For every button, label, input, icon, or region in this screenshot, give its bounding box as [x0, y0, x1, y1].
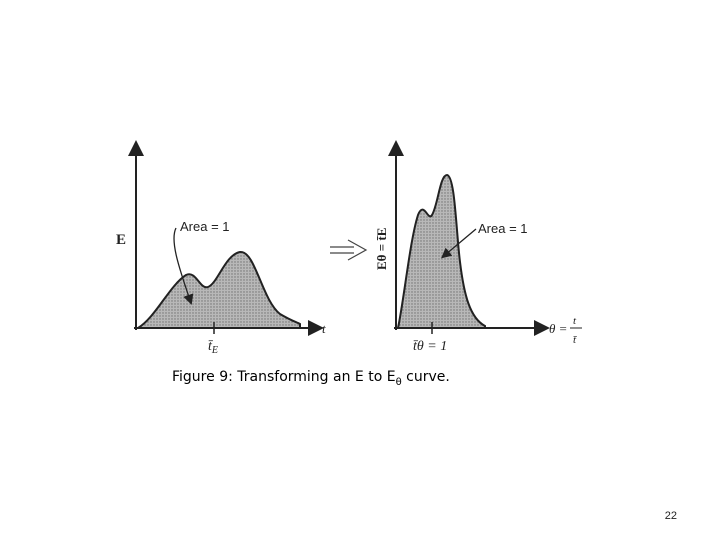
annotation: Area = 1 — [478, 221, 528, 236]
e-theta-curve — [396, 173, 486, 329]
caption: Figure 9: Transforming an E to Eθ curve. — [172, 369, 450, 388]
annotation: Area = 1 — [180, 219, 230, 234]
y-label: E — [116, 232, 126, 248]
right-panel: Eθ = t̄E Area = 1 θ = t t̄ t̄θ = 1 — [374, 140, 582, 354]
page-number: 22 — [665, 510, 677, 522]
x-label: θ = — [549, 321, 567, 336]
left-panel: E t t̄E Area = 1 — [116, 140, 326, 356]
annotation-arrow — [441, 228, 477, 259]
x-label-denominator: t̄ — [573, 334, 577, 346]
transform-arrow — [330, 239, 368, 261]
x-label-numerator: t — [573, 315, 577, 327]
x-tick-label: t̄E — [208, 339, 218, 356]
annotation-arrow — [173, 227, 194, 305]
x-label: t — [322, 321, 326, 336]
x-tick-label: t̄θ = 1 — [413, 339, 448, 354]
e-curve — [134, 251, 301, 329]
y-label: Eθ = t̄E — [374, 228, 389, 270]
